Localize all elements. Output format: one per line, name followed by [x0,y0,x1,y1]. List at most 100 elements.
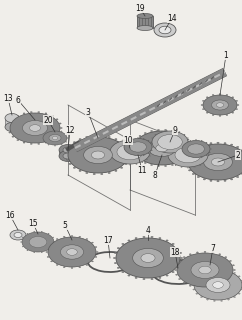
Ellipse shape [60,127,62,129]
Ellipse shape [27,233,28,234]
Ellipse shape [48,131,49,132]
Ellipse shape [173,153,174,154]
Ellipse shape [86,238,88,240]
Ellipse shape [56,119,58,120]
Ellipse shape [200,165,201,166]
Ellipse shape [41,231,42,232]
Ellipse shape [231,179,233,180]
Ellipse shape [238,293,240,294]
Ellipse shape [212,115,214,116]
Ellipse shape [134,131,190,165]
Ellipse shape [143,138,144,139]
Ellipse shape [173,130,174,131]
Ellipse shape [236,100,238,101]
Ellipse shape [196,293,198,294]
Ellipse shape [154,23,176,37]
Ellipse shape [43,141,45,142]
Ellipse shape [204,287,206,289]
Ellipse shape [137,26,153,30]
Ellipse shape [192,149,195,151]
Ellipse shape [179,278,181,280]
Ellipse shape [212,100,228,110]
Ellipse shape [196,276,198,277]
Ellipse shape [190,157,191,158]
Ellipse shape [158,165,159,167]
Ellipse shape [122,271,124,273]
Text: 8: 8 [153,171,157,180]
Ellipse shape [135,156,137,157]
Ellipse shape [219,93,221,95]
Ellipse shape [170,147,172,148]
Ellipse shape [194,270,242,300]
Text: 7: 7 [211,244,215,252]
Ellipse shape [53,237,54,238]
Ellipse shape [178,162,180,164]
Ellipse shape [219,254,221,255]
Ellipse shape [51,115,53,116]
Ellipse shape [193,280,195,281]
Ellipse shape [54,130,56,131]
Ellipse shape [59,145,77,156]
Ellipse shape [61,131,62,132]
Ellipse shape [200,144,201,145]
Ellipse shape [127,140,128,141]
Ellipse shape [187,167,189,168]
Ellipse shape [232,274,234,275]
Ellipse shape [63,153,73,159]
Ellipse shape [234,297,235,298]
Ellipse shape [22,237,23,238]
Ellipse shape [178,132,180,134]
Ellipse shape [185,142,186,143]
Ellipse shape [141,253,155,262]
Ellipse shape [177,253,233,287]
Ellipse shape [197,252,198,253]
Ellipse shape [201,140,202,141]
Ellipse shape [165,129,166,131]
Ellipse shape [45,113,47,114]
Ellipse shape [151,131,152,132]
Ellipse shape [95,256,97,258]
Ellipse shape [33,239,43,245]
Ellipse shape [176,247,179,249]
Ellipse shape [113,257,116,259]
Ellipse shape [117,267,120,268]
Ellipse shape [202,108,204,110]
Text: 1: 1 [224,51,228,60]
Ellipse shape [241,289,242,290]
Ellipse shape [66,159,68,160]
Ellipse shape [108,136,110,138]
Ellipse shape [182,145,183,146]
Ellipse shape [124,139,152,156]
Ellipse shape [14,233,22,237]
Ellipse shape [152,131,188,153]
Ellipse shape [29,236,47,247]
Ellipse shape [201,157,202,158]
Ellipse shape [155,149,156,150]
Ellipse shape [91,261,93,262]
Ellipse shape [186,157,189,158]
Ellipse shape [114,252,117,254]
Ellipse shape [38,112,40,113]
Ellipse shape [125,163,127,164]
Ellipse shape [221,268,222,270]
Ellipse shape [101,135,103,137]
Ellipse shape [30,125,40,131]
Ellipse shape [10,230,26,240]
Ellipse shape [9,123,11,124]
Ellipse shape [229,278,231,280]
Ellipse shape [115,139,117,140]
Ellipse shape [143,236,145,238]
Ellipse shape [234,272,235,274]
Ellipse shape [192,173,195,175]
Text: 4: 4 [145,226,151,235]
Ellipse shape [212,94,214,95]
Ellipse shape [128,240,130,241]
Ellipse shape [204,153,232,171]
Ellipse shape [30,143,32,144]
Ellipse shape [67,249,77,255]
Ellipse shape [86,264,88,266]
Ellipse shape [229,260,231,261]
Ellipse shape [225,282,227,284]
Ellipse shape [86,172,88,174]
Ellipse shape [238,276,240,277]
